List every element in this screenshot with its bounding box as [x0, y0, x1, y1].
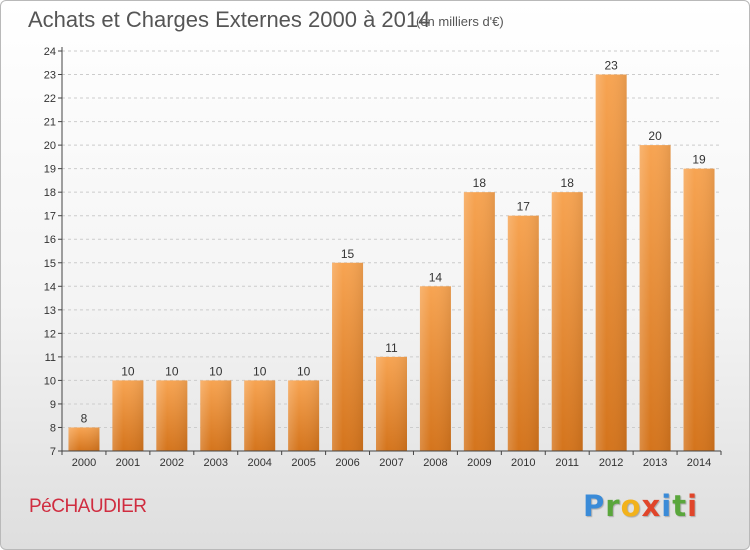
bar-shade-2009	[463, 192, 495, 452]
x-tick-label-2013: 2013	[643, 457, 667, 469]
y-tick-label: 20	[44, 140, 56, 152]
y-tick-label: 9	[50, 399, 56, 411]
bar-shade-2005	[288, 380, 320, 451]
y-tick-label: 8	[50, 422, 56, 434]
y-tick-label: 15	[44, 258, 56, 270]
x-tick-label-2006: 2006	[335, 457, 359, 469]
y-tick-label: 11	[45, 352, 56, 364]
x-tick-label-2014: 2014	[687, 457, 711, 469]
x-tick-label-2001: 2001	[116, 457, 140, 469]
data-label-2012: 23	[604, 59, 618, 73]
bar-shade-2007	[376, 356, 407, 451]
data-label-2014: 19	[692, 153, 706, 167]
y-tick-label: 19	[44, 164, 56, 176]
bar-shade-2002	[156, 380, 188, 451]
chart-title: Achats et Charges Externes 2000 à 2014	[28, 7, 431, 32]
bar-shade-2004	[244, 380, 276, 451]
x-tick-label-2011: 2011	[555, 457, 579, 469]
bar-shade-2008	[419, 286, 451, 451]
x-tick-label-2012: 2012	[599, 457, 623, 469]
bar-shade-2006	[332, 262, 364, 451]
x-tick-label-2005: 2005	[291, 457, 315, 469]
x-tick-label-2003: 2003	[204, 457, 228, 469]
y-tick-label: 12	[44, 328, 56, 340]
y-tick-label: 21	[44, 117, 56, 129]
bar-shade-2012	[595, 74, 627, 451]
data-label-2007: 11	[385, 341, 398, 355]
x-tick-label-2009: 2009	[467, 457, 491, 469]
data-label-2008: 14	[429, 270, 443, 284]
y-tick-label: 10	[44, 375, 56, 387]
y-tick-label: 7	[50, 446, 56, 458]
data-label-2000: 8	[81, 411, 88, 425]
data-label-2011: 18	[561, 176, 575, 190]
y-tick-label: 23	[44, 70, 56, 82]
x-tick-label-2002: 2002	[160, 457, 184, 469]
data-label-2010: 17	[517, 200, 531, 214]
x-tick-label-2010: 2010	[511, 457, 535, 469]
x-tick-label-2008: 2008	[423, 457, 447, 469]
data-label-2005: 10	[297, 364, 311, 378]
data-label-2004: 10	[253, 364, 267, 378]
commune-name: PéCHAUDIER	[29, 496, 147, 517]
y-tick-label: 22	[44, 93, 56, 105]
bar-shade-2010	[507, 215, 539, 451]
data-label-2009: 18	[473, 176, 487, 190]
y-tick-label: 14	[44, 281, 56, 293]
chart-unit: (en milliers d'€)	[416, 14, 504, 29]
proxiti-logo: Proxiti	[583, 489, 699, 523]
bar-shade-2011	[551, 192, 583, 452]
bar-shade-2001	[112, 380, 144, 451]
bar-shade-2000	[68, 427, 100, 451]
bar-shade-2003	[200, 380, 232, 451]
y-tick-label: 16	[44, 234, 56, 246]
bar-shade-2013	[639, 145, 671, 451]
x-tick-label-2004: 2004	[247, 457, 271, 469]
data-label-2002: 10	[165, 364, 179, 378]
x-tick-label-2007: 2007	[379, 457, 403, 469]
data-label-2001: 10	[121, 364, 135, 378]
y-tick-label: 24	[44, 46, 56, 58]
data-label-2003: 10	[209, 364, 223, 378]
y-tick-label: 18	[44, 187, 56, 199]
bar-shade-2014	[683, 168, 715, 451]
y-tick-label: 17	[44, 211, 56, 223]
x-tick-label-2000: 2000	[72, 457, 96, 469]
y-tick-label: 13	[44, 305, 56, 317]
data-label-2013: 20	[648, 129, 662, 143]
data-label-2006: 15	[341, 247, 355, 261]
